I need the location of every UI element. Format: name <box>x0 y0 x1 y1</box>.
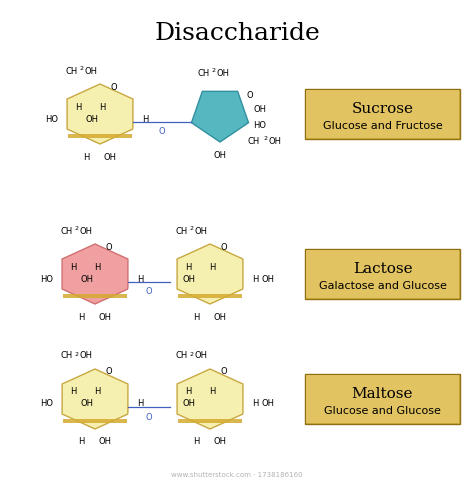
Polygon shape <box>67 85 133 145</box>
Text: HO: HO <box>40 399 53 407</box>
Polygon shape <box>178 419 242 423</box>
Polygon shape <box>62 369 128 429</box>
FancyBboxPatch shape <box>305 90 460 140</box>
FancyBboxPatch shape <box>306 250 459 298</box>
Text: H: H <box>94 386 100 396</box>
Text: H: H <box>99 102 105 111</box>
Text: H: H <box>78 312 84 321</box>
Text: O: O <box>106 367 112 376</box>
Text: O: O <box>159 127 165 136</box>
Text: H: H <box>193 437 199 446</box>
Text: OH: OH <box>195 351 208 360</box>
Text: OH: OH <box>262 399 275 407</box>
Text: OH: OH <box>81 399 94 407</box>
Text: OH: OH <box>86 114 99 123</box>
Text: Disaccharide: Disaccharide <box>154 22 320 45</box>
Text: CH: CH <box>198 68 210 77</box>
Text: OH: OH <box>213 150 227 159</box>
Polygon shape <box>62 244 128 305</box>
Text: HO: HO <box>40 274 53 283</box>
Text: OH: OH <box>183 274 196 283</box>
Text: CH: CH <box>61 226 73 235</box>
Text: 2: 2 <box>190 351 194 356</box>
Text: H: H <box>78 437 84 446</box>
Text: CH: CH <box>61 351 73 360</box>
Text: 2: 2 <box>212 68 216 73</box>
Text: OH: OH <box>85 66 98 75</box>
Text: O: O <box>221 242 228 251</box>
Text: H: H <box>142 114 148 123</box>
Text: O: O <box>247 90 254 99</box>
Text: H: H <box>185 262 191 271</box>
Text: OH: OH <box>195 226 208 235</box>
Text: CH: CH <box>176 351 188 360</box>
Text: 2: 2 <box>75 226 79 231</box>
Text: O: O <box>111 82 117 91</box>
Text: CH: CH <box>248 136 260 145</box>
FancyBboxPatch shape <box>306 375 459 423</box>
Text: OH: OH <box>213 437 227 446</box>
Polygon shape <box>63 294 128 298</box>
Text: H: H <box>83 152 89 161</box>
Text: Lactose: Lactose <box>353 262 412 275</box>
Text: O: O <box>221 367 228 376</box>
Text: OH: OH <box>81 274 94 283</box>
Text: 2: 2 <box>190 226 194 231</box>
Text: H: H <box>75 102 81 111</box>
Polygon shape <box>178 294 242 298</box>
Polygon shape <box>68 134 132 139</box>
Text: 2: 2 <box>75 351 79 356</box>
Text: H: H <box>209 386 215 396</box>
Text: O: O <box>146 412 153 421</box>
Text: H: H <box>137 274 143 283</box>
Text: www.shutterstock.com · 1738186160: www.shutterstock.com · 1738186160 <box>171 471 303 477</box>
Text: Glucose and Glucose: Glucose and Glucose <box>324 405 441 415</box>
Text: OH: OH <box>213 312 227 321</box>
Text: O: O <box>106 242 112 251</box>
Text: OH: OH <box>269 136 282 145</box>
Text: Maltose: Maltose <box>352 386 413 400</box>
Text: OH: OH <box>217 68 230 77</box>
Text: 2: 2 <box>80 66 84 71</box>
Text: OH: OH <box>262 274 275 283</box>
Text: OH: OH <box>80 226 93 235</box>
Text: Glucose and Fructose: Glucose and Fructose <box>323 121 442 131</box>
FancyBboxPatch shape <box>305 249 460 299</box>
Text: H: H <box>70 386 76 396</box>
Text: HO: HO <box>253 120 266 129</box>
Text: H: H <box>193 312 199 321</box>
Text: OH: OH <box>183 399 196 407</box>
Text: Sucrose: Sucrose <box>352 102 413 116</box>
FancyBboxPatch shape <box>305 374 460 424</box>
Text: OH: OH <box>80 351 93 360</box>
Text: O: O <box>146 287 153 296</box>
Text: H: H <box>185 386 191 396</box>
Text: CH: CH <box>176 226 188 235</box>
Text: CH: CH <box>66 66 78 75</box>
Text: H: H <box>252 399 258 407</box>
Text: OH: OH <box>254 104 267 113</box>
Polygon shape <box>63 419 128 423</box>
Text: Galactose and Glucose: Galactose and Glucose <box>319 281 447 290</box>
Polygon shape <box>177 244 243 305</box>
Text: 2: 2 <box>264 136 268 141</box>
Text: OH: OH <box>99 312 111 321</box>
Text: OH: OH <box>103 152 117 161</box>
Polygon shape <box>177 369 243 429</box>
Text: H: H <box>70 262 76 271</box>
Text: H: H <box>94 262 100 271</box>
FancyBboxPatch shape <box>306 91 459 139</box>
Text: H: H <box>209 262 215 271</box>
Text: H: H <box>137 399 143 407</box>
Text: H: H <box>252 274 258 283</box>
Text: OH: OH <box>99 437 111 446</box>
Polygon shape <box>191 92 248 142</box>
Text: HO: HO <box>45 114 58 123</box>
